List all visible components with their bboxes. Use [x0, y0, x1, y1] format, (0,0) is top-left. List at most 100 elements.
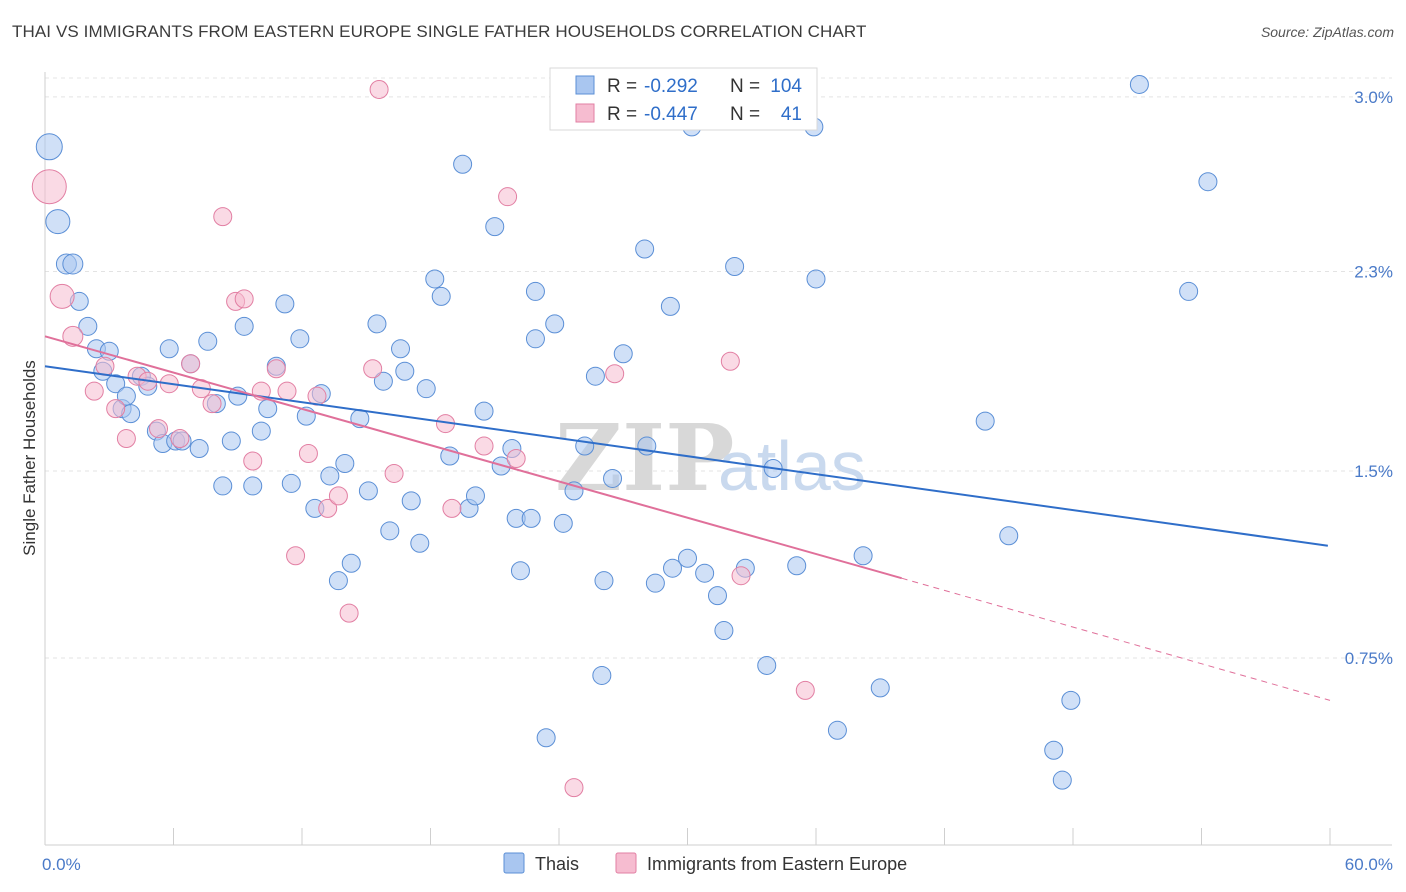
point-thais [707, 586, 727, 606]
point-thais [367, 314, 387, 334]
legend-n-value-1: 104 [770, 76, 802, 97]
point-thais [198, 331, 218, 351]
point-eastern-europe [384, 463, 404, 483]
point-eastern-europe [795, 680, 815, 700]
point-eastern-europe [116, 429, 136, 449]
point-eastern-europe [605, 364, 625, 384]
point-thais [45, 209, 71, 235]
point-eastern-europe [564, 778, 584, 798]
legend-r-label-2: R = [607, 104, 637, 125]
point-eastern-europe [339, 603, 359, 623]
legend-swatch-eastern-europe [575, 103, 595, 123]
point-thais [827, 720, 847, 740]
point-thais [281, 473, 301, 493]
point-thais [553, 513, 573, 533]
point-thais [575, 436, 595, 456]
point-thais [453, 154, 473, 174]
point-thais [251, 421, 271, 441]
watermark-atlas: atlas [718, 427, 866, 505]
y-tick-label: 0.75% [1345, 649, 1393, 668]
point-thais [725, 256, 745, 276]
y-tick-label: 2.3% [1354, 262, 1393, 281]
point-eastern-europe [498, 187, 518, 207]
bottom-legend-swatch-thais [503, 852, 525, 874]
bottom-legend-swatch-eastern-europe [615, 852, 637, 874]
point-eastern-europe [181, 354, 201, 374]
point-thais [159, 339, 179, 359]
point-thais [975, 411, 995, 431]
point-thais [603, 468, 623, 488]
point-eastern-europe [328, 486, 348, 506]
point-thais [213, 476, 233, 496]
point-thais [485, 217, 505, 237]
legend-r-label-1: R = [607, 76, 637, 97]
trend-line-eastern-europe-extension [901, 577, 1331, 701]
point-thais [62, 253, 84, 275]
point-thais [358, 481, 378, 501]
point-thais [320, 466, 340, 486]
point-thais [660, 296, 680, 316]
trend-line-eastern-europe [44, 335, 902, 580]
point-thais [695, 563, 715, 583]
point-eastern-europe [369, 79, 389, 99]
trend-lines [44, 335, 1331, 701]
watermark: ZIP atlas [555, 404, 866, 512]
point-eastern-europe [720, 351, 740, 371]
legend-n-label-2: N = [730, 104, 760, 125]
point-thais [678, 548, 697, 568]
point-thais [410, 533, 430, 553]
x-ticks [44, 828, 1331, 845]
point-thais [465, 486, 485, 506]
point-eastern-europe [277, 381, 297, 401]
point-thais [853, 546, 873, 566]
point-eastern-europe [95, 356, 115, 376]
point-thais [401, 491, 421, 511]
point-thais [536, 728, 556, 748]
point-thais [391, 339, 411, 359]
point-thais [870, 678, 890, 698]
point-eastern-europe [318, 498, 338, 518]
point-thais [189, 439, 209, 459]
chart-title: THAI VS IMMIGRANTS FROM EASTERN EUROPE S… [12, 22, 867, 41]
bottom-legend-label-eastern-europe: Immigrants from Eastern Europe [647, 854, 907, 874]
point-thais [35, 133, 63, 161]
y-tick-labels: 0.75% 1.5% 2.3% 3.0% [1345, 88, 1393, 668]
point-thais [1052, 770, 1072, 790]
point-eastern-europe [243, 451, 263, 471]
series-thais [35, 74, 1218, 790]
point-eastern-europe [234, 289, 254, 309]
grid [45, 77, 1392, 659]
legend-n-label-1: N = [730, 76, 760, 97]
point-eastern-europe [474, 436, 494, 456]
point-thais [328, 571, 348, 591]
point-thais [395, 361, 415, 381]
x-tick-label-min: 0.0% [42, 855, 81, 874]
point-thais [525, 281, 545, 301]
point-thais [1061, 690, 1081, 710]
point-thais [510, 561, 530, 581]
point-thais [380, 521, 400, 541]
point-thais [1198, 172, 1218, 192]
point-thais [431, 286, 451, 306]
point-thais [234, 316, 254, 336]
legend-swatch-thais [575, 75, 595, 95]
legend-r-value-2: -0.447 [644, 104, 698, 125]
point-thais [1179, 281, 1199, 301]
point-thais [474, 401, 494, 421]
point-thais [714, 621, 734, 641]
point-thais [594, 571, 614, 591]
point-eastern-europe [84, 381, 104, 401]
bottom-legend-label-thais: Thais [535, 854, 579, 874]
point-thais [243, 476, 263, 496]
legend-n-value-2: 41 [781, 104, 802, 125]
point-thais [425, 269, 445, 289]
point-thais [663, 558, 683, 578]
point-eastern-europe [286, 546, 306, 566]
point-thais [592, 665, 612, 685]
point-eastern-europe [506, 449, 526, 468]
point-eastern-europe [62, 325, 84, 347]
legend-r-value-1: -0.292 [644, 76, 698, 97]
point-eastern-europe [202, 394, 222, 414]
legend-box: R = -0.292 N = 104 R = -0.447 N = 41 [549, 67, 818, 131]
point-thais [521, 508, 541, 528]
